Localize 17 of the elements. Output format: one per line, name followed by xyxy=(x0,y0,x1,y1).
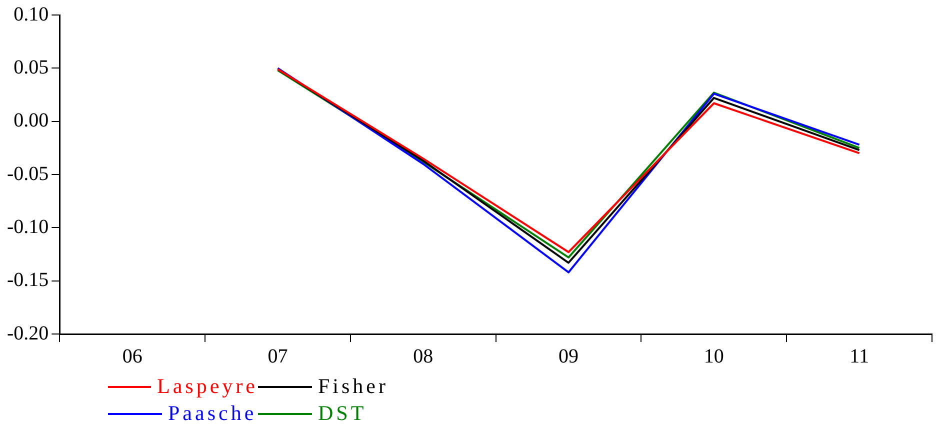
y-tick-label: 0.05 xyxy=(14,56,49,78)
y-tick-label: 0.10 xyxy=(14,3,49,26)
legend-label: Fisher xyxy=(318,374,388,399)
x-tick-label: 09 xyxy=(558,345,579,368)
y-tick-label: -0.05 xyxy=(6,162,49,185)
x-tick-label: 11 xyxy=(850,345,869,368)
y-tick-label: -0.10 xyxy=(6,216,49,238)
y-tick-label: -0.15 xyxy=(6,269,49,292)
legend-label: DST xyxy=(318,401,367,425)
x-tick-label: 10 xyxy=(704,345,724,368)
y-tick-label: 0.00 xyxy=(14,110,49,132)
legend-label: Laspeyre xyxy=(157,374,258,399)
x-tick-label: 08 xyxy=(413,345,434,368)
x-tick-label: 06 xyxy=(122,345,142,368)
y-tick-label: -0.20 xyxy=(6,322,49,344)
legend-label: Paasche xyxy=(168,401,257,425)
x-tick-label: 07 xyxy=(268,345,288,368)
